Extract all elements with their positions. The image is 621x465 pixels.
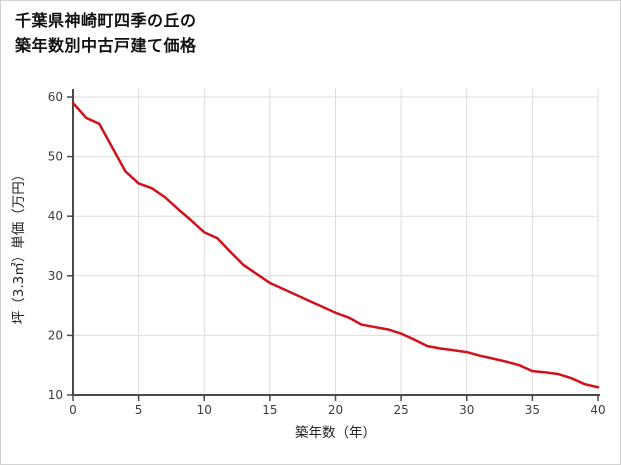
price-line <box>71 101 600 389</box>
x-tick-label: 40 <box>590 403 605 417</box>
x-axis-label: 築年数（年） <box>295 425 376 441</box>
x-tick-label: 15 <box>262 403 277 417</box>
x-tick-label: 35 <box>525 403 540 417</box>
x-tick-label: 5 <box>135 403 143 417</box>
x-tick-label: 20 <box>328 403 343 417</box>
chart-title-line1: 千葉県神崎町四季の丘の <box>15 11 197 30</box>
y-tick-label: 40 <box>48 209 63 223</box>
x-tick-label: 30 <box>459 403 474 417</box>
chart-title-line2: 築年数別中古戸建て価格 <box>15 35 197 55</box>
y-tick-label: 30 <box>48 269 63 283</box>
y-axis-label: 坪（3.3㎡）単価（万円） <box>11 168 27 324</box>
x-tick-label: 10 <box>197 403 212 417</box>
y-tick-label: 60 <box>48 90 63 104</box>
y-tick-label: 10 <box>48 388 63 402</box>
x-tick-label: 25 <box>393 403 408 417</box>
x-tick-label: 0 <box>69 403 77 417</box>
chart-title: 千葉県神崎町四季の丘の 築年数別中古戸建て価格 <box>15 9 197 59</box>
y-tick-label: 50 <box>48 150 63 164</box>
y-tick-label: 20 <box>48 328 63 342</box>
